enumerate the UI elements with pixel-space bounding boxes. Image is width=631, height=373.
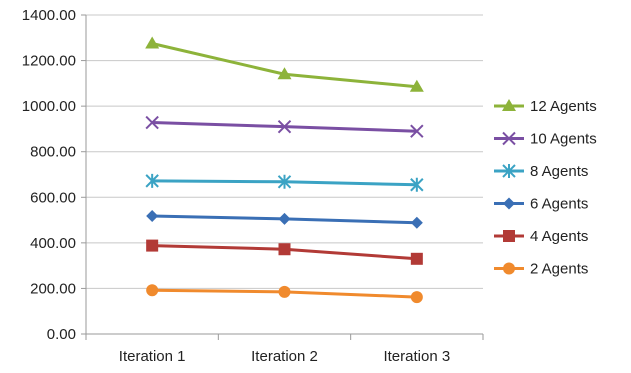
legend-marker <box>502 99 516 111</box>
data-point <box>277 174 292 189</box>
legend-marker <box>502 164 516 178</box>
series-line <box>151 42 417 89</box>
data-point <box>278 285 291 298</box>
data-point <box>145 115 159 130</box>
data-series <box>145 36 424 304</box>
legend-label: 8 Agents <box>530 163 588 180</box>
legend-marker <box>503 197 515 210</box>
legend-marker <box>502 131 516 146</box>
legend-item: 2 Agents <box>494 261 588 278</box>
y-axis-tick-labels: 0.00 200.00 400.00 600.00 800.00 1000.00 1200.… <box>22 7 76 343</box>
legend-marker <box>503 262 515 275</box>
legend-label: 10 Agents <box>530 131 597 148</box>
data-point <box>410 252 423 265</box>
legend-item: 6 Agents <box>494 196 588 213</box>
legend-label: 6 Agents <box>530 196 588 213</box>
data-point <box>409 79 424 92</box>
y-tick-label: 400.00 <box>30 235 76 252</box>
series-12-agents <box>145 36 424 92</box>
y-tick-label: 0.00 <box>47 326 76 343</box>
data-point <box>410 216 423 229</box>
data-point <box>410 291 423 304</box>
legend-item: 12 Agents <box>494 98 597 115</box>
series-6-agents <box>146 209 423 229</box>
data-point <box>146 284 159 297</box>
y-tick-label: 1200.00 <box>22 53 76 70</box>
y-tick-label: 600.00 <box>30 189 76 206</box>
x-tick-label: Iteration 3 <box>383 348 450 365</box>
series-2-agents <box>146 284 423 304</box>
data-point <box>146 209 159 222</box>
data-point <box>278 243 291 256</box>
data-point <box>277 67 292 80</box>
data-point <box>410 177 424 192</box>
data-point <box>145 36 160 49</box>
y-tick-label: 800.00 <box>30 144 76 161</box>
series-10-agents <box>145 115 424 138</box>
series-4-agents <box>146 239 423 265</box>
legend-marker <box>503 230 515 242</box>
legend-label: 4 Agents <box>530 228 588 245</box>
data-point <box>410 124 424 138</box>
y-tick-label: 1400.00 <box>22 7 76 24</box>
legend-item: 8 Agents <box>494 163 588 180</box>
data-point <box>277 119 292 134</box>
x-axis-tick-labels: Iteration 1 Iteration 2 Iteration 3 <box>119 348 450 365</box>
legend-label: 2 Agents <box>530 261 588 278</box>
axes <box>81 14 484 340</box>
legend-label: 12 Agents <box>530 98 597 115</box>
data-point <box>278 212 291 225</box>
x-tick-label: Iteration 1 <box>119 348 186 365</box>
legend-item: 10 Agents <box>494 131 597 148</box>
y-tick-label: 200.00 <box>30 280 76 297</box>
x-tick-label: Iteration 2 <box>251 348 318 365</box>
series-8-agents <box>145 173 424 192</box>
data-point <box>146 239 159 252</box>
legend-item: 4 Agents <box>494 228 588 245</box>
y-tick-label: 1000.00 <box>22 98 76 115</box>
legend: 12 Agents 10 Agents 8 Agents 6 Agents 4 Agen… <box>494 98 597 278</box>
data-point <box>145 173 159 188</box>
